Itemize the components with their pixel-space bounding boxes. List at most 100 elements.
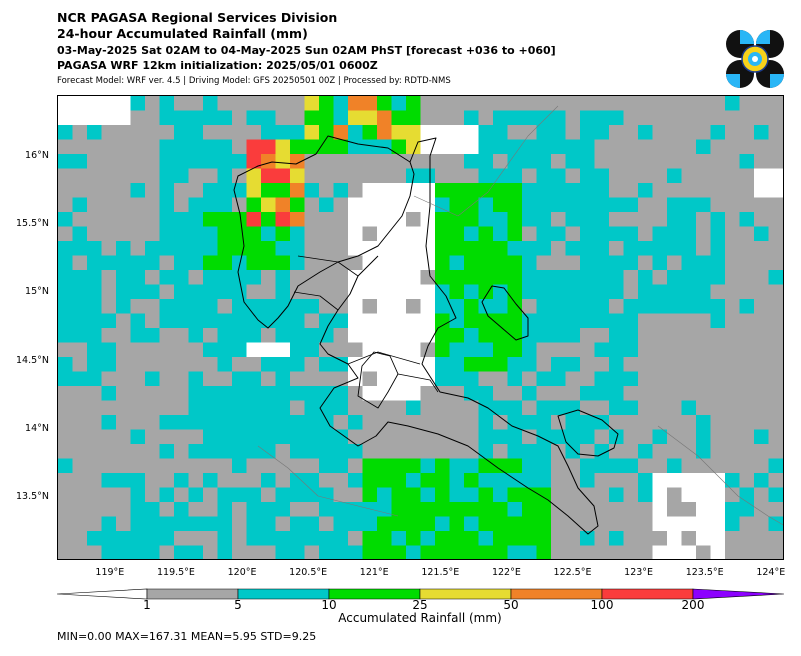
rain-cell (58, 371, 73, 387)
rain-cell (333, 125, 349, 140)
rain-cell (739, 255, 755, 271)
rain-cell (58, 110, 73, 126)
rain-cell (739, 516, 755, 532)
rain-cell (377, 487, 392, 503)
rain-cell (522, 299, 537, 314)
rain-cell (594, 487, 610, 503)
rain-cell (246, 212, 262, 227)
rain-cell (696, 96, 711, 111)
rain-cell (58, 299, 73, 314)
rain-cell (507, 429, 523, 445)
rain-cell (696, 444, 711, 459)
rain-cell (739, 270, 755, 285)
rain-cell (130, 342, 146, 358)
rain-cell (435, 400, 450, 416)
rain-cell (174, 531, 189, 546)
rain-cell (609, 284, 624, 300)
rain-cell (348, 299, 363, 314)
rain-cell (72, 386, 88, 401)
rain-cell (362, 429, 378, 445)
rain-cell (754, 545, 769, 559)
rain-cell (188, 284, 204, 300)
rain-cell (174, 197, 189, 213)
rain-cell (754, 473, 769, 488)
rain-cell (319, 96, 334, 111)
rain-cell (304, 241, 320, 256)
rain-cell (725, 473, 740, 488)
rain-cell (101, 328, 117, 343)
rain-cell (551, 545, 566, 559)
rain-cell (116, 255, 131, 271)
rain-cell (478, 226, 494, 242)
rain-cell (116, 502, 131, 517)
rain-cell (246, 154, 262, 169)
rain-cell (609, 96, 624, 111)
rain-cell (319, 400, 334, 416)
rain-cell (464, 415, 479, 430)
rain-cell (623, 197, 639, 213)
rain-cell (783, 96, 784, 111)
coastline-path (481, 285, 529, 341)
rain-cell (667, 154, 682, 169)
rain-cell (594, 429, 610, 445)
rain-cell (435, 531, 450, 546)
rain-cell (783, 343, 784, 358)
rain-cell (87, 429, 102, 445)
rain-cell (290, 212, 305, 227)
rain-cell (72, 154, 88, 169)
rain-cell (246, 197, 262, 213)
rain-cell (696, 415, 711, 430)
rain-cell (464, 299, 479, 314)
rain-cell (696, 139, 711, 155)
rain-cell (536, 444, 552, 459)
minor-boundary (657, 425, 783, 526)
rain-cell (275, 487, 291, 503)
rain-cell (464, 212, 479, 227)
rain-cell (391, 255, 407, 271)
rain-cell (710, 226, 726, 242)
rain-cell (652, 386, 668, 401)
rain-cell (725, 415, 740, 430)
rain-cell (377, 197, 392, 213)
rain-cell (638, 502, 653, 517)
rain-cell (652, 139, 668, 155)
rain-cell (362, 415, 378, 430)
rain-cell (232, 487, 247, 503)
rain-cell (319, 197, 334, 213)
rain-cell (188, 531, 204, 546)
rain-cell (72, 125, 88, 140)
rain-cell (536, 502, 552, 517)
rain-cell (768, 125, 783, 140)
rain-cell (652, 458, 668, 474)
rain-cell (217, 139, 233, 155)
rain-cell (348, 487, 363, 503)
rain-cell (725, 342, 740, 358)
rain-cell (203, 313, 218, 329)
colorbar-tick-label: 5 (234, 598, 242, 612)
rain-cell (696, 226, 711, 242)
rain-cell (203, 284, 218, 300)
rain-cell (145, 110, 160, 126)
rain-cell (217, 183, 233, 198)
rain-cell (362, 154, 378, 169)
rain-cell (783, 488, 784, 503)
rain-cell (725, 371, 740, 387)
rain-cell (420, 328, 436, 343)
rain-cell (217, 328, 233, 343)
rain-cell (464, 371, 479, 387)
rain-cell (464, 96, 479, 111)
rain-cell (681, 386, 697, 401)
rain-cell (362, 110, 378, 126)
rain-cell (217, 487, 233, 503)
rain-cell (449, 284, 465, 300)
rain-cell (377, 429, 392, 445)
rain-cell (246, 226, 262, 242)
rain-cell (58, 270, 73, 285)
rain-cell (667, 212, 682, 227)
rain-cell (652, 125, 668, 140)
rain-cell (275, 197, 291, 213)
lat-tick-label: 14.5°N (15, 354, 49, 366)
rain-cell (623, 110, 639, 126)
rain-cell (536, 96, 552, 111)
rain-cell (246, 371, 262, 387)
